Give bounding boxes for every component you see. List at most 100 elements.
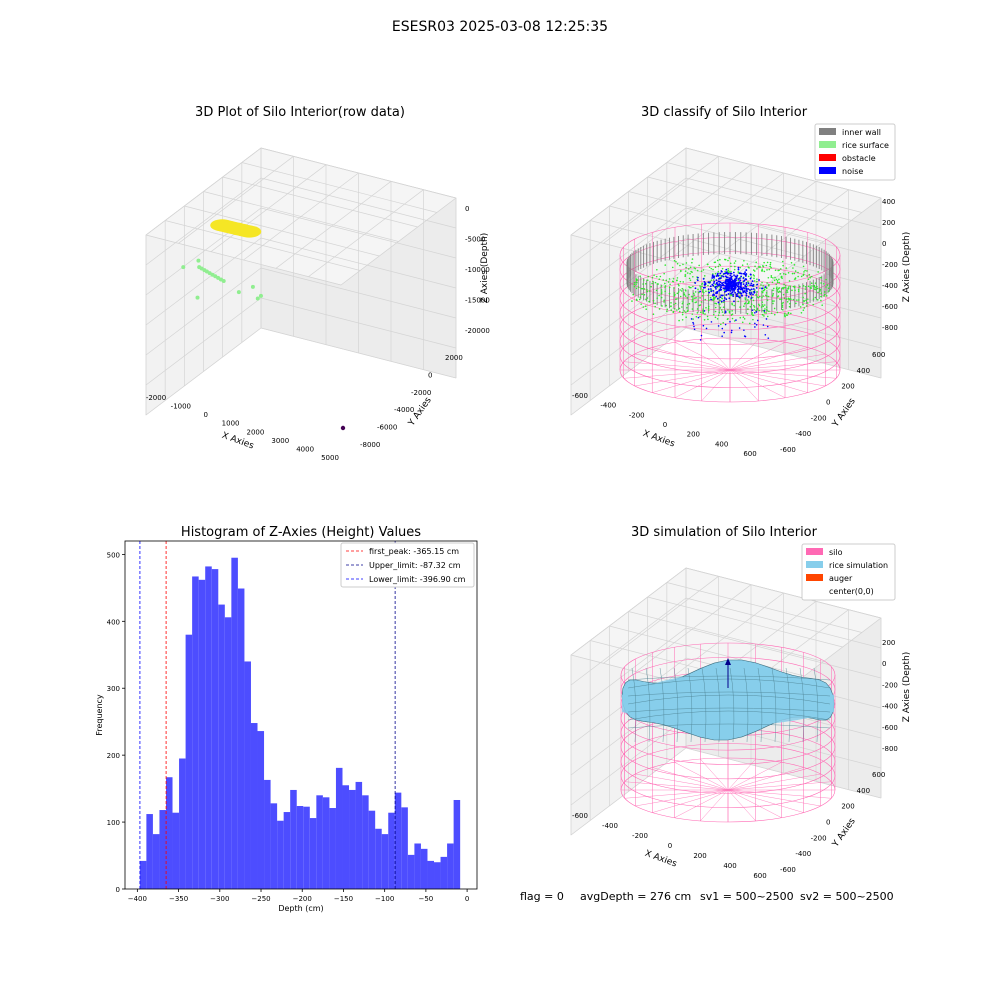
rice-surface-point xyxy=(660,289,663,291)
rice-surface-point xyxy=(804,285,807,288)
histogram-bar xyxy=(335,767,343,889)
rice-surface-point xyxy=(714,306,717,309)
raw-z-tick-label: -5000 xyxy=(465,236,485,244)
noise-point xyxy=(719,286,722,288)
rice-simulation-mesh-line xyxy=(627,710,831,721)
rice-surface-point xyxy=(688,293,690,296)
simulation-silo-floor-spoke xyxy=(652,789,729,813)
rice-surface-point xyxy=(768,310,770,313)
rice-surface-point xyxy=(765,287,768,290)
rice-surface-point xyxy=(783,297,786,300)
noise-point xyxy=(729,290,732,292)
rice-surface-point xyxy=(792,285,795,288)
rice-surface-point xyxy=(794,289,796,292)
rice-surface-point xyxy=(743,318,746,320)
noise-point xyxy=(727,289,730,291)
rice-surface-point xyxy=(741,321,744,324)
simulation-x-tick-label: 0 xyxy=(668,842,672,850)
noise-point xyxy=(738,327,741,329)
rice-surface-point xyxy=(782,288,784,290)
noise-point xyxy=(724,311,727,314)
simulation-z-tick-label: -600 xyxy=(882,724,898,732)
noise-point xyxy=(712,294,714,297)
rice-surface-point xyxy=(781,260,784,263)
rice-surface-point xyxy=(684,275,687,278)
rice-surface-point xyxy=(671,280,674,283)
rice-surface-point xyxy=(820,292,822,295)
rice-surface-point xyxy=(692,292,695,295)
rice-surface-point xyxy=(825,295,828,297)
rice-surface-point xyxy=(787,286,790,288)
rice-surface-point xyxy=(719,264,722,267)
noise-point xyxy=(711,275,714,278)
legend-label-noise: noise xyxy=(842,167,863,176)
rice-surface-point xyxy=(770,312,773,314)
histogram-panel: Histogram of Z-Axies (Height) Values −40… xyxy=(95,525,478,913)
rice-surface-point xyxy=(763,304,766,306)
noise-point xyxy=(752,288,755,290)
histogram-bar xyxy=(257,731,265,889)
rice-simulation-mesh-line xyxy=(627,707,831,713)
noise-point xyxy=(729,274,732,277)
rice-surface-point xyxy=(733,262,736,264)
rice-surface-point xyxy=(756,278,758,280)
noise-point xyxy=(743,329,745,331)
rice-surface-point xyxy=(753,277,755,280)
noise-point xyxy=(734,285,737,288)
rice-surface-point xyxy=(744,297,746,299)
noise-point xyxy=(751,280,754,283)
rice-surface-point xyxy=(635,281,638,284)
rice-surface-point xyxy=(819,290,821,292)
rice-surface-point xyxy=(800,275,803,278)
rice-surface-point xyxy=(775,287,778,290)
rice-surface-point xyxy=(700,301,703,303)
rice-surface-point xyxy=(664,264,667,266)
legend-swatch-rice-surface xyxy=(819,141,836,148)
classify-silo-floor-spoke xyxy=(652,347,731,371)
classify-grid-left-z xyxy=(570,327,687,416)
rice-surface-point xyxy=(715,302,718,305)
rice-surface-point xyxy=(653,274,655,276)
legend-swatch-rice-simulation xyxy=(806,561,823,568)
noise-point xyxy=(754,326,756,328)
legend-swatch-auger xyxy=(806,574,823,581)
rice-surface-point xyxy=(774,269,777,272)
rice-surface-point xyxy=(702,291,705,294)
simulation-x-tick-label: -400 xyxy=(602,822,618,830)
rice-surface-point xyxy=(726,318,729,321)
rice-surface-point xyxy=(727,267,729,270)
rice-surface-point xyxy=(761,281,763,284)
rice-surface-point xyxy=(655,275,658,278)
rice-surface-point xyxy=(751,296,754,299)
rice-surface-point xyxy=(797,271,799,274)
noise-point xyxy=(723,290,726,293)
rice-surface-point xyxy=(699,288,702,290)
rice-simulation-mesh-line xyxy=(627,694,831,705)
rice-surface-point xyxy=(744,298,747,301)
noise-point xyxy=(756,319,759,322)
simulation-silo-floor-spoke xyxy=(727,773,821,791)
noise-point xyxy=(738,287,741,290)
noise-point xyxy=(750,292,753,294)
simulation-silo-floor-spoke xyxy=(727,789,756,822)
rice-surface-point xyxy=(681,318,684,321)
rice-surface-point xyxy=(733,268,736,271)
rice-surface-point xyxy=(781,306,784,308)
rice-surface-point xyxy=(816,287,819,290)
noise-point xyxy=(735,319,737,321)
rice-surface-point xyxy=(750,276,753,278)
rice-surface-point xyxy=(659,275,662,278)
simulation-grid-left-z xyxy=(570,747,687,836)
rice-surface-point xyxy=(773,313,776,316)
rice-simulation-mesh-line xyxy=(715,667,721,743)
rice-surface-point xyxy=(733,320,736,322)
noise-point xyxy=(727,280,730,282)
raw-scatter-point xyxy=(181,265,186,270)
rice-surface-point xyxy=(682,301,684,303)
noise-point xyxy=(733,284,736,287)
noise-point xyxy=(752,293,754,296)
classify-y-tick-label: 600 xyxy=(872,351,885,359)
rice-surface-point xyxy=(766,295,768,297)
rice-surface-point xyxy=(696,269,699,272)
raw-y-tick-label: 2000 xyxy=(445,354,463,362)
